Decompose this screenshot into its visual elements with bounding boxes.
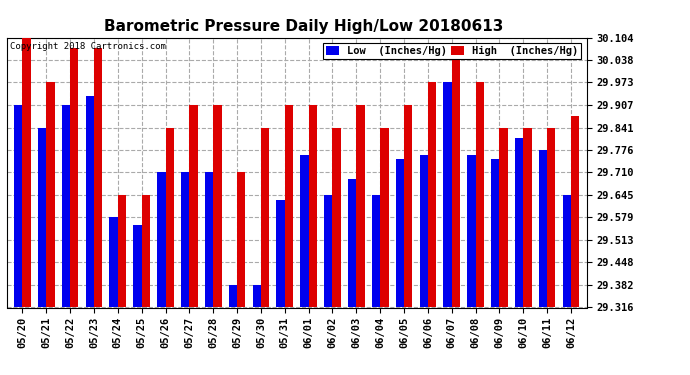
Bar <box>118 195 126 308</box>
Bar <box>420 154 428 308</box>
Bar <box>94 48 102 308</box>
Bar <box>404 105 413 308</box>
Bar <box>539 150 547 308</box>
Bar <box>38 128 46 308</box>
Bar <box>285 105 293 308</box>
Bar <box>62 105 70 308</box>
Bar <box>333 128 341 308</box>
Bar <box>181 172 189 308</box>
Bar <box>86 96 94 308</box>
Bar <box>372 195 380 308</box>
Bar <box>428 82 436 308</box>
Bar <box>22 38 31 308</box>
Bar <box>491 159 500 308</box>
Bar <box>571 116 580 308</box>
Legend: Low  (Inches/Hg), High  (Inches/Hg): Low (Inches/Hg), High (Inches/Hg) <box>323 43 581 59</box>
Bar <box>324 195 333 308</box>
Bar <box>237 172 246 308</box>
Bar <box>452 48 460 308</box>
Bar <box>110 217 118 308</box>
Bar <box>467 154 475 308</box>
Bar <box>562 195 571 308</box>
Bar <box>444 82 452 308</box>
Bar <box>300 154 308 308</box>
Text: Barometric Pressure Daily High/Low 20180613: Barometric Pressure Daily High/Low 20180… <box>104 19 503 34</box>
Bar <box>475 82 484 308</box>
Bar <box>46 82 55 308</box>
Bar <box>547 128 555 308</box>
Bar <box>157 172 166 308</box>
Bar <box>261 128 269 308</box>
Bar <box>166 128 174 308</box>
Bar <box>228 285 237 308</box>
Bar <box>205 172 213 308</box>
Bar <box>348 179 356 308</box>
Bar <box>523 128 531 308</box>
Text: Copyright 2018 Cartronics.com: Copyright 2018 Cartronics.com <box>10 42 166 51</box>
Bar <box>356 105 365 308</box>
Bar <box>308 105 317 308</box>
Bar <box>277 200 285 308</box>
Bar <box>141 195 150 308</box>
Bar <box>253 285 261 308</box>
Bar <box>213 105 221 308</box>
Bar <box>515 138 523 308</box>
Bar <box>395 159 404 308</box>
Bar <box>14 105 22 308</box>
Bar <box>70 48 79 308</box>
Bar <box>189 105 198 308</box>
Bar <box>133 225 141 308</box>
Bar <box>500 128 508 308</box>
Bar <box>380 128 388 308</box>
